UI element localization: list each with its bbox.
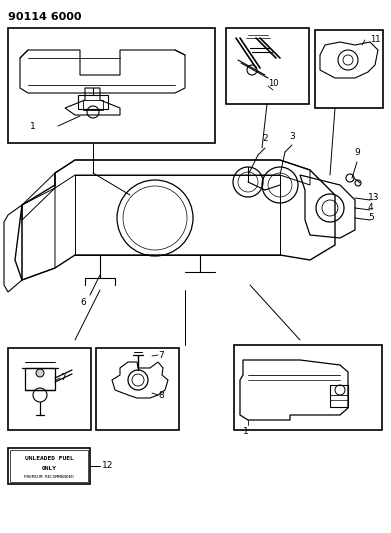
Text: 90114 6000: 90114 6000: [8, 12, 81, 22]
Bar: [25, 368, 55, 390]
Text: UNLEADED FUEL: UNLEADED FUEL: [25, 456, 74, 461]
Bar: [83, 100, 103, 110]
Bar: [96, 348, 179, 430]
Text: 9: 9: [354, 148, 360, 157]
Bar: [8, 348, 91, 430]
Bar: [330, 385, 348, 407]
Text: 1: 1: [243, 427, 249, 436]
Bar: [8, 28, 215, 143]
Text: 7: 7: [158, 351, 164, 359]
Bar: [226, 28, 309, 104]
Text: 7: 7: [60, 374, 66, 383]
Text: 13: 13: [368, 192, 380, 201]
Text: 4: 4: [368, 203, 374, 212]
Circle shape: [36, 369, 44, 377]
Text: ONLY: ONLY: [41, 466, 57, 471]
Bar: [315, 30, 383, 108]
Text: 1: 1: [30, 122, 36, 131]
Text: PREMIUM RECOMMENDED: PREMIUM RECOMMENDED: [24, 475, 74, 479]
Bar: [78, 95, 108, 109]
Text: 2: 2: [262, 134, 267, 143]
Text: 5: 5: [368, 213, 374, 222]
Text: 10: 10: [269, 79, 279, 88]
Bar: [234, 345, 382, 430]
Bar: [8, 448, 90, 484]
Text: 8: 8: [158, 391, 164, 400]
Bar: [10, 450, 88, 482]
Text: 12: 12: [102, 462, 113, 471]
Text: 11: 11: [370, 35, 380, 44]
Text: 6: 6: [80, 298, 86, 307]
Text: 3: 3: [289, 132, 295, 141]
